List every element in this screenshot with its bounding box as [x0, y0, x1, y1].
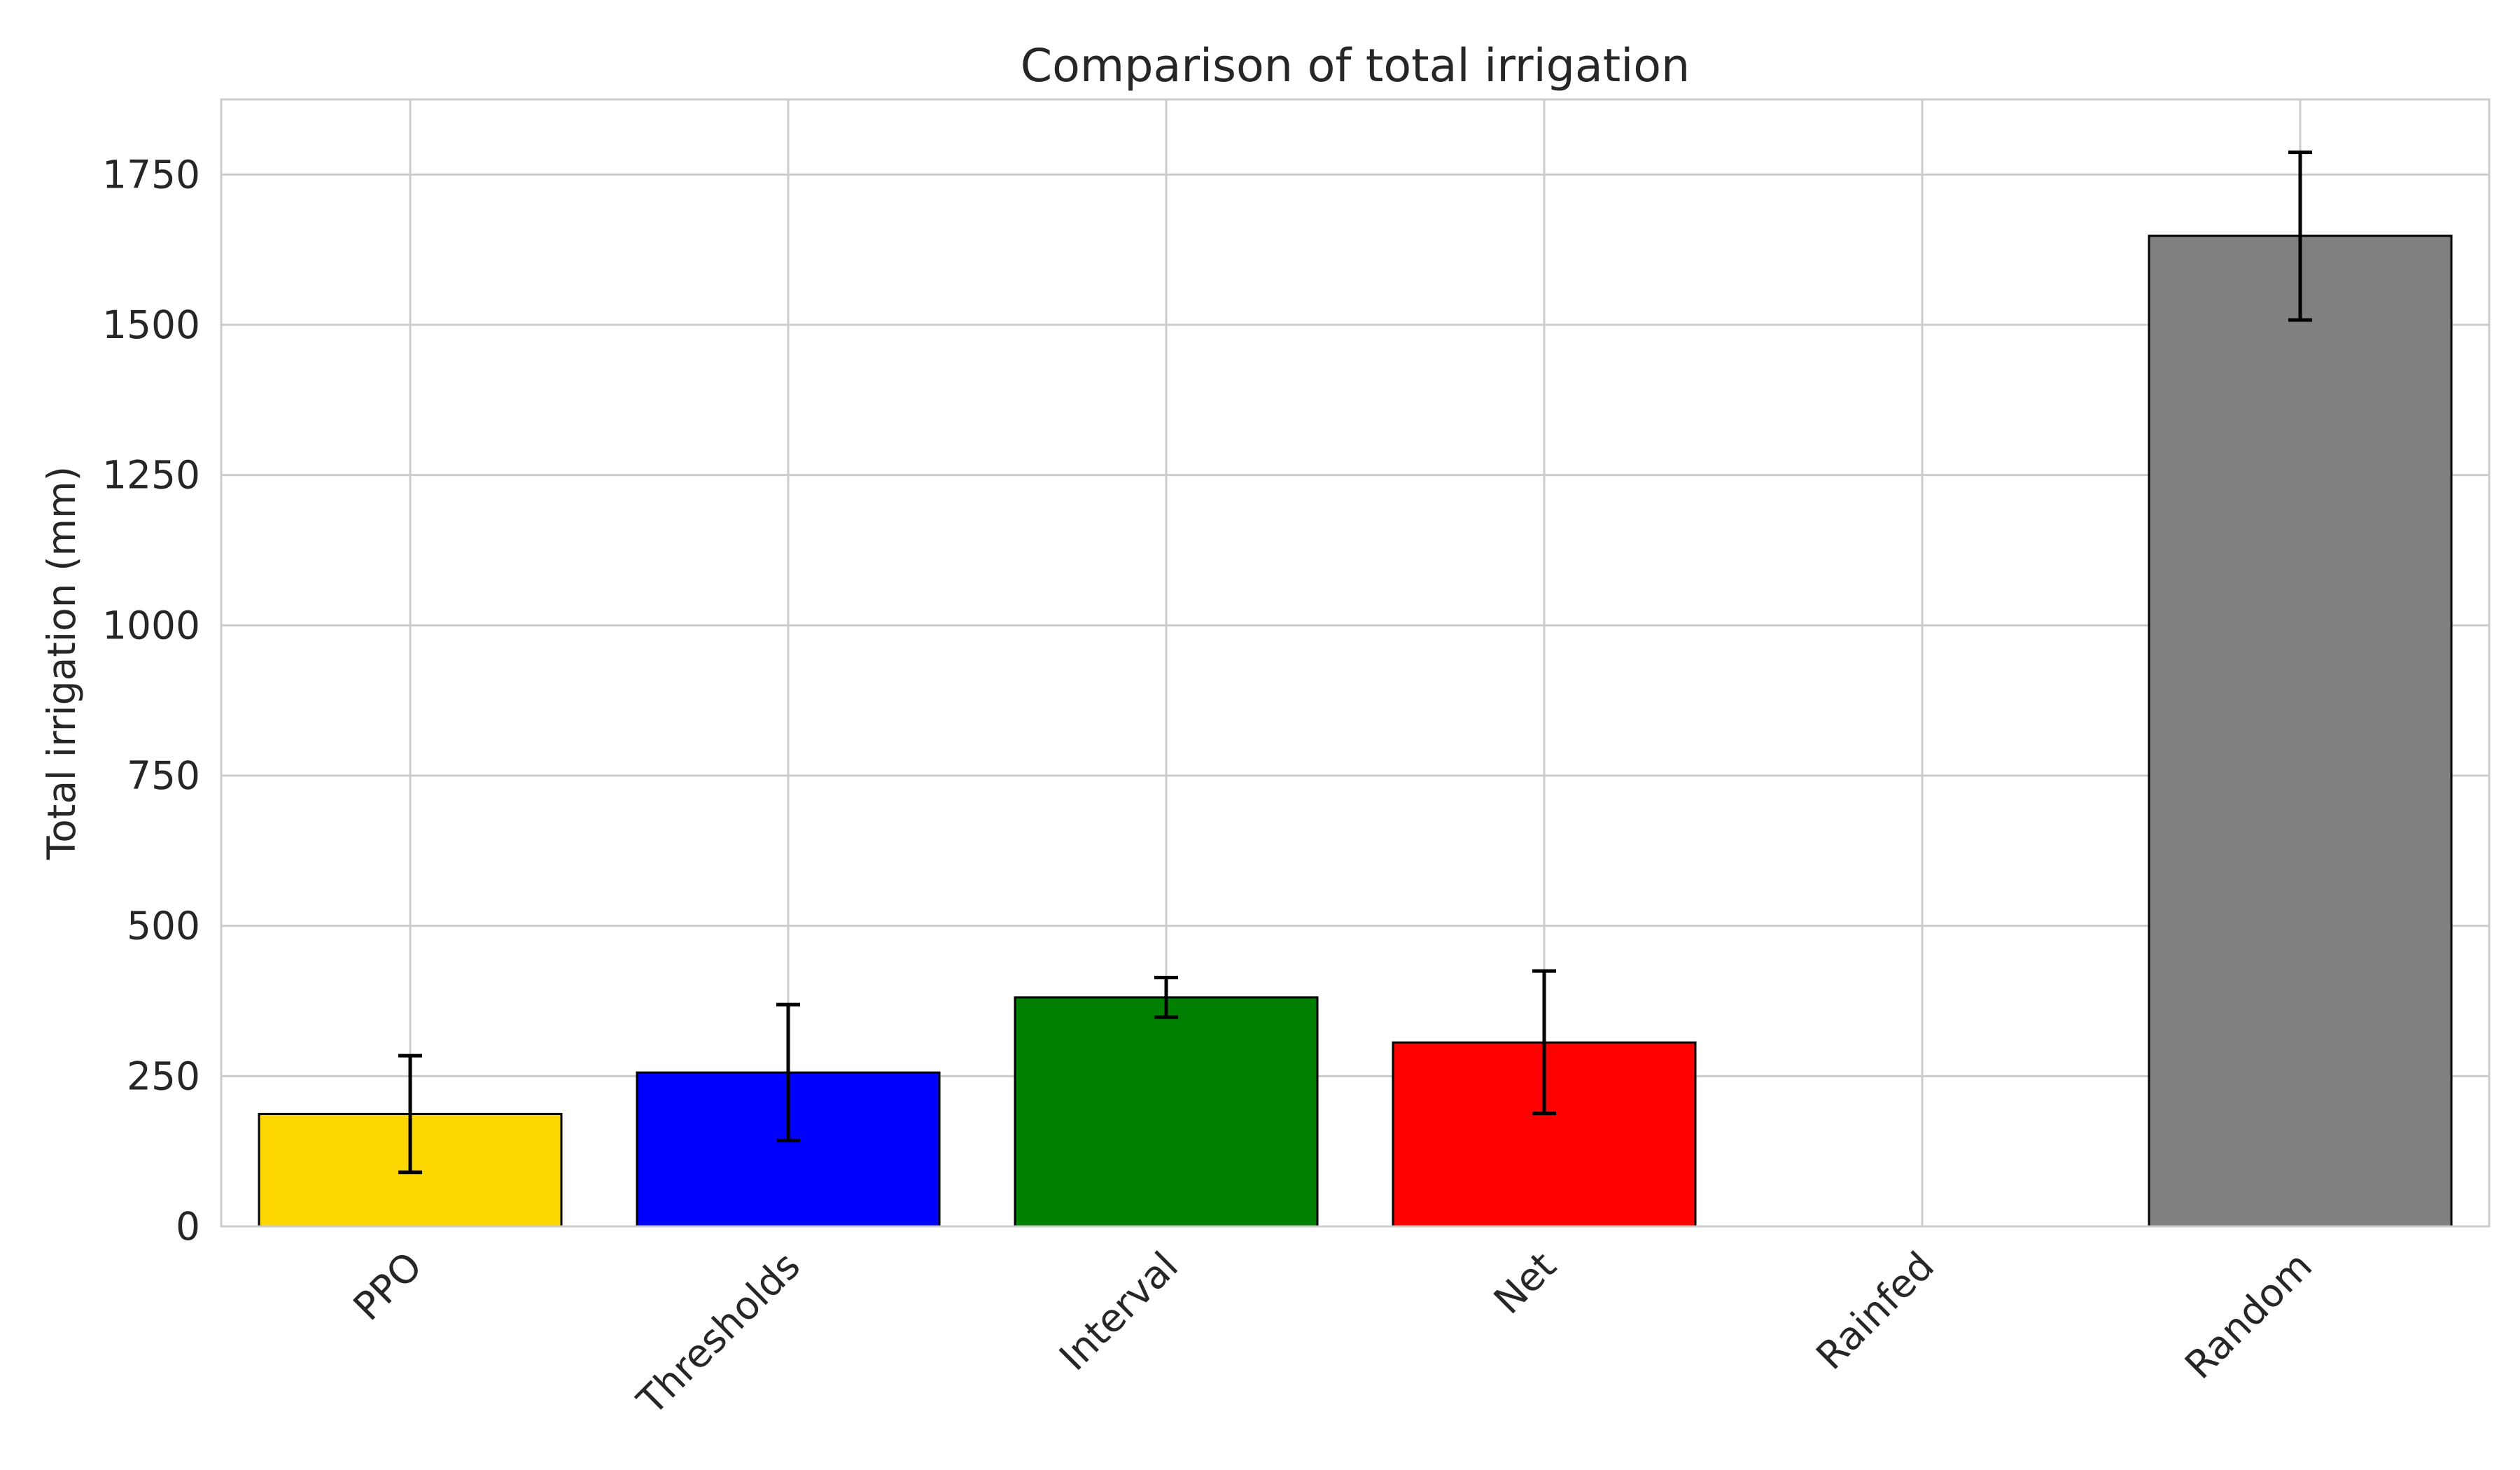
y-tick-label: 0	[176, 1204, 200, 1249]
y-tick-label: 250	[127, 1054, 200, 1098]
plot-area-frame	[220, 98, 2491, 1228]
y-tick-labels: 0 250 500 750 1000 1250 1500 1750	[102, 152, 200, 1249]
x-tick-label-interval: Interval	[1051, 1243, 1186, 1379]
y-tick-label: 1250	[102, 453, 200, 498]
x-tick-labels: PPO Thresholds Interval Net Rainfed Random	[344, 1243, 2320, 1424]
y-tick-label: 1500	[102, 302, 200, 347]
x-tick-label-random: Random	[2176, 1243, 2320, 1387]
x-tick-label-thresholds: Thresholds	[628, 1243, 808, 1424]
y-tick-label: 500	[127, 904, 200, 948]
error-bar-net	[1532, 969, 1556, 1116]
error-bar-interval	[1154, 976, 1178, 1019]
error-bar-random	[2288, 150, 2312, 322]
y-tick-label: 1750	[102, 152, 200, 197]
bar-interval	[1014, 996, 1319, 1228]
x-tick-label-net: Net	[1485, 1243, 1565, 1323]
error-bars	[398, 150, 2312, 1175]
bar-random	[2148, 234, 2453, 1228]
bars	[258, 234, 2453, 1228]
x-tick-label-ppo: PPO	[344, 1243, 430, 1329]
y-tick-label: 750	[127, 753, 200, 798]
error-bar-ppo	[398, 1054, 422, 1175]
error-bar-thresholds	[776, 1002, 800, 1142]
x-tick-label-rainfed: Rainfed	[1807, 1243, 1942, 1378]
chart-title: Comparison of total irrigation	[1021, 40, 1690, 92]
y-axis-label: Total irrigation (mm)	[39, 466, 84, 860]
y-tick-label: 1000	[102, 603, 200, 648]
